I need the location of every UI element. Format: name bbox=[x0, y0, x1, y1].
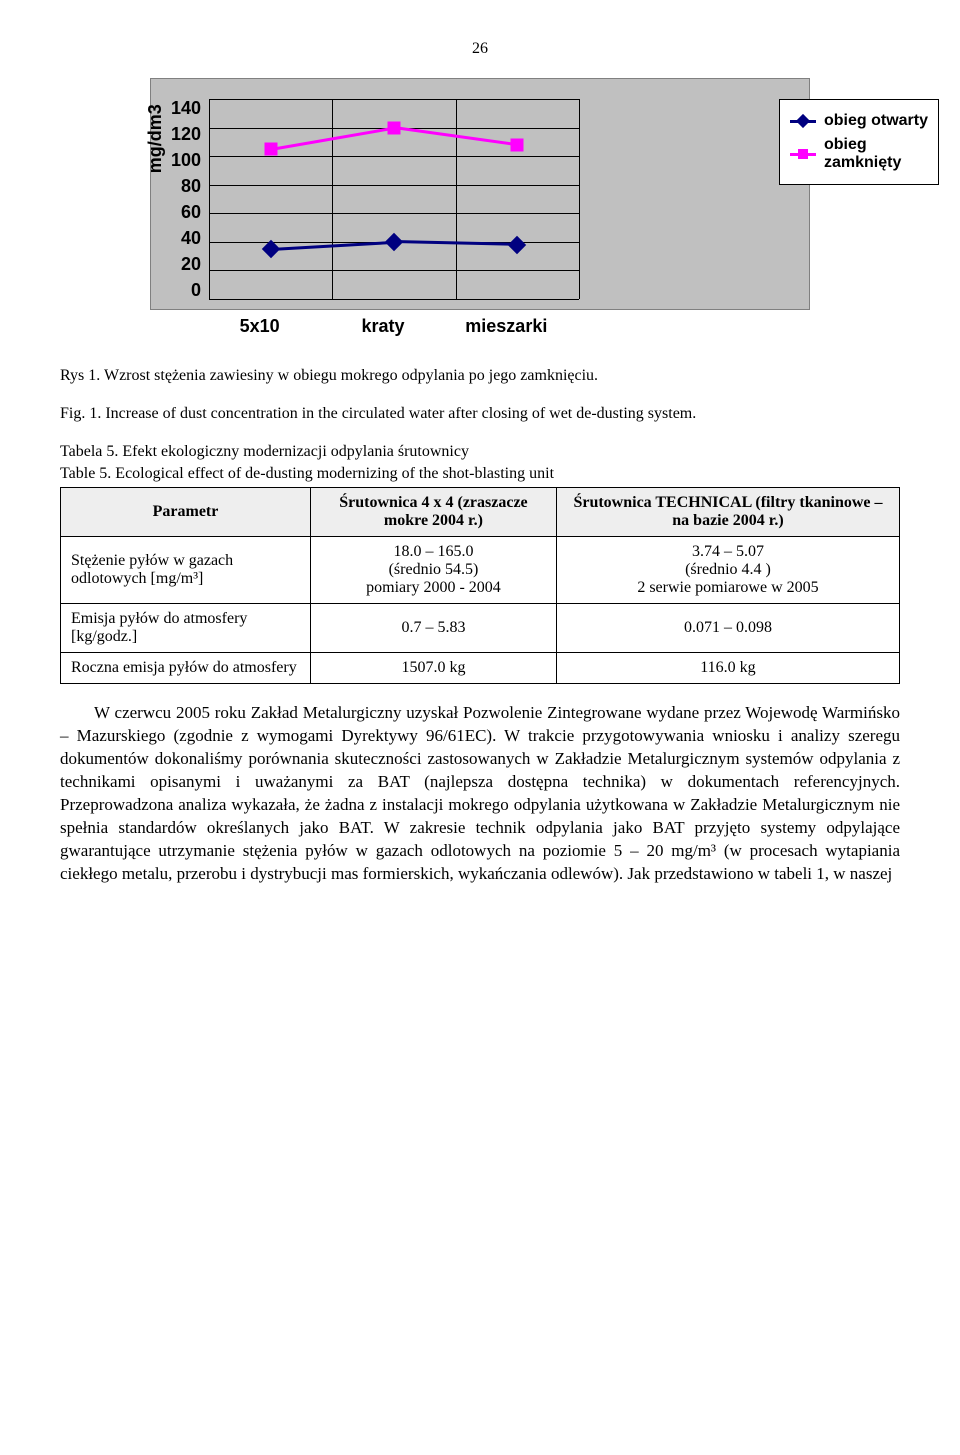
x-tick: 5x10 bbox=[198, 316, 321, 337]
y-tick: 100 bbox=[171, 151, 201, 169]
figure-caption-en: Fig. 1. Increase of dust concentration i… bbox=[60, 405, 900, 423]
table-header-cell: Śrutownica TECHNICAL (filtry tkaninowe –… bbox=[556, 488, 899, 537]
y-tick: 60 bbox=[171, 203, 201, 221]
table-row: Stężenie pyłów w gazach odlotowych [mg/m… bbox=[61, 537, 900, 604]
legend-label: obieg zamknięty bbox=[824, 136, 914, 172]
x-tick: mieszarki bbox=[445, 316, 568, 337]
body-paragraph: W czerwcu 2005 roku Zakład Metalurgiczny… bbox=[60, 702, 900, 886]
y-tick-labels: 140 120 100 80 60 40 20 0 bbox=[171, 99, 201, 299]
table-cell: Stężenie pyłów w gazach odlotowych [mg/m… bbox=[61, 537, 311, 604]
figure-caption-pl: Rys 1. Wzrost stężenia zawiesiny w obieg… bbox=[60, 367, 900, 385]
y-tick: 40 bbox=[171, 229, 201, 247]
table-cell: 0.7 – 5.83 bbox=[310, 604, 556, 653]
table-header-cell: Parametr bbox=[61, 488, 311, 537]
table-cell: 1507.0 kg bbox=[310, 653, 556, 684]
y-axis-label: mg/dm3 bbox=[145, 104, 166, 173]
table-cell: 18.0 – 165.0 (średnio 54.5) pomiary 2000… bbox=[310, 537, 556, 604]
chart-legend: obieg otwarty obieg zamknięty bbox=[779, 99, 939, 185]
chart-box: mg/dm3 140 120 100 80 60 40 20 0 obieg o… bbox=[150, 78, 810, 310]
chart-container: mg/dm3 140 120 100 80 60 40 20 0 obieg o… bbox=[150, 78, 810, 337]
table-row: Emisja pyłów do atmosfery [kg/godz.]0.7 … bbox=[61, 604, 900, 653]
table-caption-en: Table 5. Ecological effect of de-dusting… bbox=[60, 465, 900, 483]
y-tick: 20 bbox=[171, 255, 201, 273]
table-cell: 0.071 – 0.098 bbox=[556, 604, 899, 653]
x-tick: kraty bbox=[321, 316, 444, 337]
y-tick: 80 bbox=[171, 177, 201, 195]
page-number: 26 bbox=[60, 40, 900, 58]
table-caption-pl: Tabela 5. Efekt ekologiczny modernizacji… bbox=[60, 443, 900, 461]
y-tick: 140 bbox=[171, 99, 201, 117]
table-row: Roczna emisja pyłów do atmosfery1507.0 k… bbox=[61, 653, 900, 684]
table-cell: Roczna emisja pyłów do atmosfery bbox=[61, 653, 311, 684]
legend-item: obieg otwarty bbox=[790, 112, 928, 130]
plot-area bbox=[209, 99, 579, 299]
y-tick: 0 bbox=[171, 281, 201, 299]
legend-label: obieg otwarty bbox=[824, 112, 928, 130]
table-header-cell: Śrutownica 4 x 4 (zraszacze mokre 2004 r… bbox=[310, 488, 556, 537]
data-table: Parametr Śrutownica 4 x 4 (zraszacze mok… bbox=[60, 487, 900, 684]
y-tick: 120 bbox=[171, 125, 201, 143]
table-cell: Emisja pyłów do atmosfery [kg/godz.] bbox=[61, 604, 311, 653]
x-tick-labels: 5x10 kraty mieszarki bbox=[198, 316, 568, 337]
table-cell: 116.0 kg bbox=[556, 653, 899, 684]
table-cell: 3.74 – 5.07 (średnio 4.4 ) 2 serwie pomi… bbox=[556, 537, 899, 604]
legend-item: obieg zamknięty bbox=[790, 136, 928, 172]
